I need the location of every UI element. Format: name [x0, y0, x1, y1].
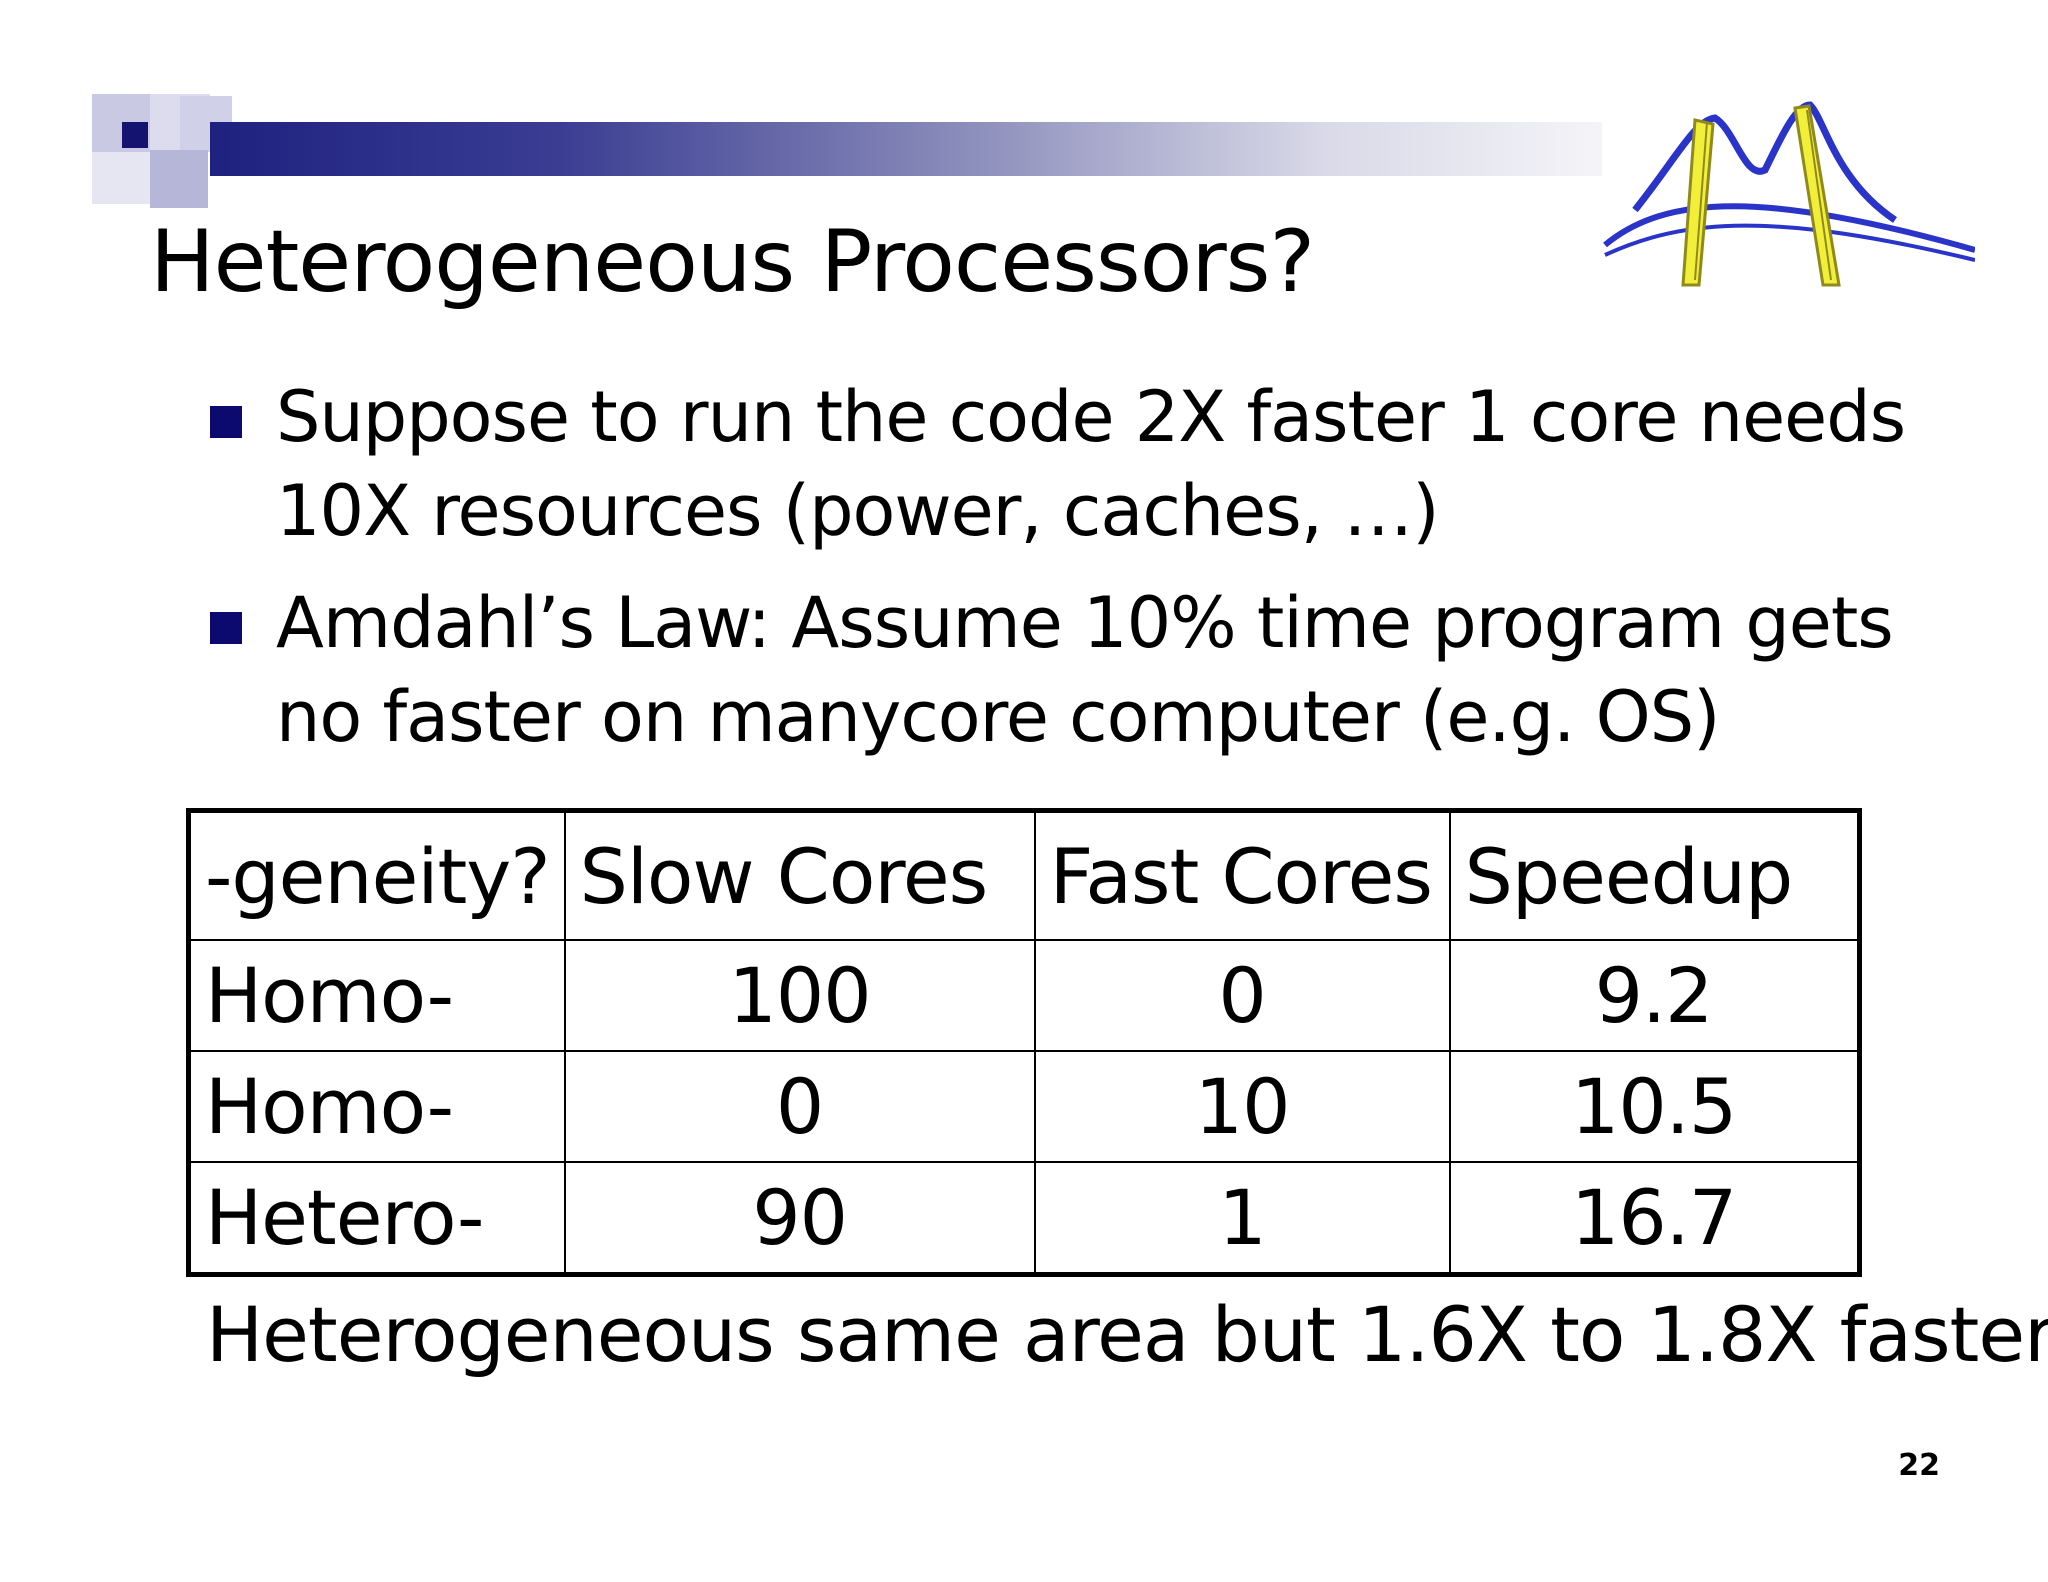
- table-cell: 1: [1033, 1161, 1451, 1276]
- speedup-table: -geneity? Slow Cores Fast Cores Speedup …: [186, 808, 1862, 1277]
- table-cell: Homo-: [187, 939, 566, 1052]
- table-row: Hetero- 90 1 16.7: [187, 1161, 1861, 1276]
- column-header: Speedup: [1448, 809, 1861, 941]
- column-header: Fast Cores: [1033, 809, 1451, 941]
- header-gradient-bar: [210, 122, 1602, 176]
- table-cell: 10.5: [1448, 1050, 1861, 1163]
- table-cell: Homo-: [187, 1050, 566, 1163]
- bullet-item: Amdahl’s Law: Assume 10% time program ge…: [210, 576, 1990, 764]
- bullet-text: Suppose to run the code 2X faster 1 core…: [276, 376, 1906, 552]
- table-cell: 0: [1033, 939, 1451, 1052]
- square-bullet-icon: [210, 406, 242, 438]
- footer-note: Heterogeneous same area but 1.6X to 1.8X…: [206, 1290, 2048, 1379]
- table-row: Homo- 100 0 9.2: [187, 939, 1861, 1052]
- bullet-item: Suppose to run the code 2X faster 1 core…: [210, 370, 1990, 558]
- table-cell: 9.2: [1448, 939, 1861, 1052]
- header-decoration-square: [122, 122, 148, 148]
- table-header-row: -geneity? Slow Cores Fast Cores Speedup: [187, 809, 1861, 941]
- bridge-logo: [1603, 101, 1975, 287]
- square-bullet-icon: [210, 612, 242, 644]
- table-cell: Hetero-: [187, 1161, 566, 1276]
- table-row: Homo- 0 10 10.5: [187, 1050, 1861, 1163]
- column-header: -geneity?: [187, 809, 566, 941]
- table-cell: 0: [563, 1050, 1036, 1163]
- table-cell: 90: [563, 1161, 1036, 1276]
- table-cell: 100: [563, 939, 1036, 1052]
- column-header: Slow Cores: [563, 809, 1036, 941]
- bullet-list: Suppose to run the code 2X faster 1 core…: [210, 370, 1990, 782]
- bullet-text: Amdahl’s Law: Assume 10% time program ge…: [276, 582, 1894, 758]
- table-cell: 16.7: [1448, 1161, 1861, 1276]
- slide-title: Heterogeneous Processors?: [150, 212, 1315, 312]
- page-number: 22: [1898, 1448, 1940, 1483]
- table-cell: 10: [1033, 1050, 1451, 1163]
- header-decoration-square: [150, 150, 208, 208]
- header-decoration-square: [92, 152, 150, 204]
